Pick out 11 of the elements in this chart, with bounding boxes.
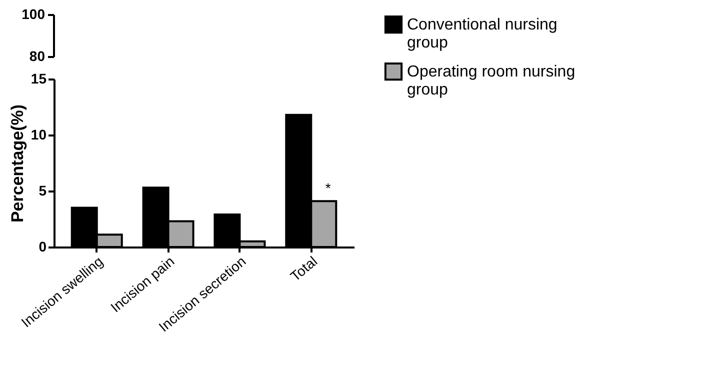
y-tick-label: 0: [38, 238, 47, 254]
text: 100: [22, 6, 46, 22]
y-tick-label: 5: [38, 182, 47, 198]
y-tick-label: 15: [30, 70, 47, 86]
legend-label: Conventional nursing group: [407, 16, 558, 52]
y-tick-label: 10: [30, 126, 47, 142]
legend-label: Operating room nursing group: [407, 64, 576, 98]
text: 80: [29, 48, 46, 64]
y-axis-title: Percentage(%): [8, 104, 27, 223]
x-tick-label: Total: [287, 252, 320, 284]
annotation: *: [325, 180, 332, 196]
